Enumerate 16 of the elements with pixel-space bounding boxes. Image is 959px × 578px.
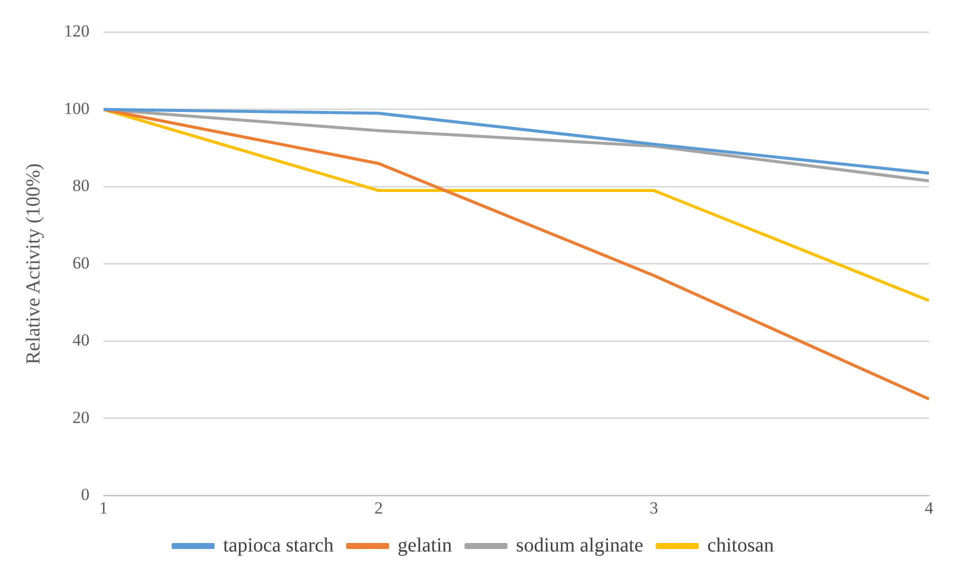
y-axis-title: Relative Activity (100%) — [22, 163, 44, 364]
y-tick-label: 20 — [72, 408, 90, 427]
legend-label: tapioca starch — [223, 534, 334, 556]
legend-label: chitosan — [707, 534, 774, 556]
y-tick-label: 80 — [72, 176, 90, 196]
y-tick-label: 120 — [64, 22, 90, 41]
y-tick-label: 100 — [64, 98, 90, 118]
x-tick-label: 1 — [99, 498, 108, 518]
y-tick-label: 0 — [81, 485, 90, 504]
x-tick-label: 2 — [374, 498, 383, 518]
x-tick-label: 3 — [650, 498, 658, 518]
legend-label: sodium alginate — [516, 534, 644, 556]
x-tick-label: 4 — [924, 498, 934, 518]
legend-label: gelatin — [398, 534, 452, 556]
y-tick-label: 40 — [72, 330, 90, 350]
y-tick-label: 60 — [72, 253, 90, 272]
